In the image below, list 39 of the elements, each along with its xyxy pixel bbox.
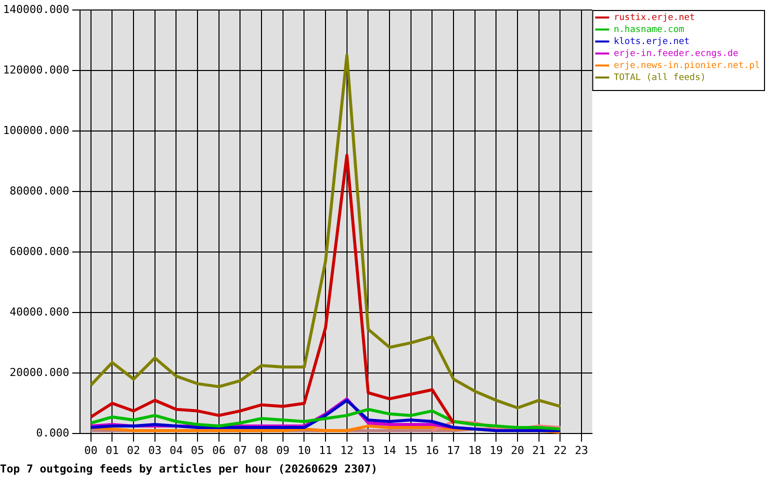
x-tick-label: 00 bbox=[84, 444, 98, 458]
x-tick-label: 06 bbox=[212, 444, 226, 458]
x-tick-label: 12 bbox=[340, 444, 354, 458]
legend-label: klots.erje.net bbox=[614, 36, 690, 47]
x-tick-label: 15 bbox=[404, 444, 418, 458]
x-tick-label: 13 bbox=[362, 444, 375, 458]
x-tick-label: 19 bbox=[490, 444, 503, 458]
y-tick-label: 100000.000 bbox=[2, 124, 70, 137]
y-tick-label: 120000.000 bbox=[2, 63, 70, 76]
legend-label: erje.news-in.pionier.net.pl bbox=[614, 60, 760, 71]
y-tick-label: 60000.000 bbox=[10, 244, 70, 258]
legend-label: erje-in.feeder.ecngs.de bbox=[614, 48, 738, 59]
y-tick-label: 20000.000 bbox=[10, 366, 70, 379]
x-tick-label: 18 bbox=[468, 444, 482, 458]
legend-label: TOTAL (all feeds) bbox=[614, 72, 706, 83]
x-tick-label: 08 bbox=[254, 444, 268, 458]
y-tick-label: 40000.000 bbox=[10, 305, 70, 318]
x-tick-label: 16 bbox=[426, 444, 439, 458]
x-tick-label: 11 bbox=[318, 444, 332, 458]
legend-label: n.hasname.com bbox=[614, 24, 684, 35]
x-tick-label: 05 bbox=[190, 444, 204, 458]
x-tick-label: 21 bbox=[532, 444, 546, 458]
legend-label: rustix.erje.net bbox=[614, 12, 695, 23]
x-tick-label: 10 bbox=[298, 444, 311, 458]
y-tick-label: 0.000 bbox=[36, 426, 70, 440]
x-tick-label: 17 bbox=[446, 444, 460, 458]
x-tick-label: 22 bbox=[554, 444, 567, 458]
x-tick-label: 01 bbox=[106, 444, 119, 458]
x-tick-label: 23 bbox=[574, 444, 588, 458]
x-tick-label: 07 bbox=[234, 444, 247, 458]
y-tick-label: 80000.000 bbox=[10, 184, 70, 198]
y-tick-label: 140000.000 bbox=[2, 2, 70, 16]
x-tick-label: 09 bbox=[276, 444, 290, 458]
x-tick-label: 04 bbox=[170, 444, 184, 458]
x-tick-label: 02 bbox=[126, 444, 140, 458]
x-tick-label: 03 bbox=[148, 444, 162, 458]
x-tick-label: 20 bbox=[510, 444, 524, 458]
text: Top 7 outgoing feeds by articles per hour (20260629 2307) bbox=[0, 462, 378, 476]
x-tick-label: 14 bbox=[382, 444, 397, 458]
